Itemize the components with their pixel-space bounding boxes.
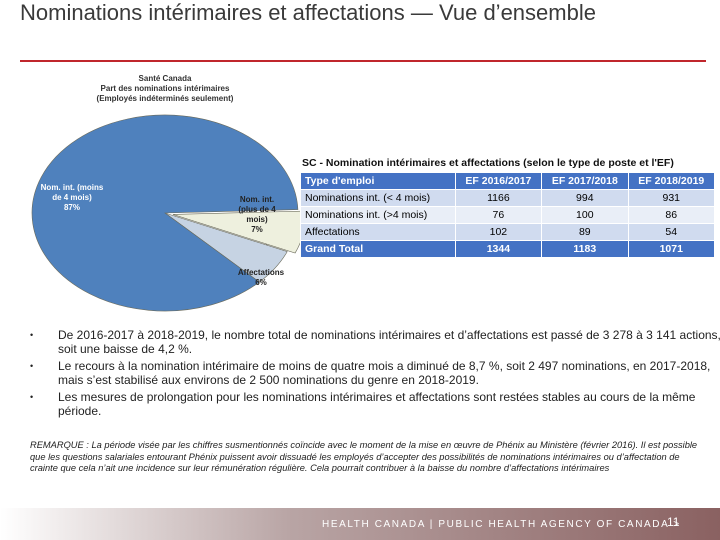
table-row: Grand Total 1344 1183 1071: [300, 240, 716, 258]
pie-heading: Santé Canada Part des nominations intéri…: [80, 74, 250, 104]
table-row: Nominations int. (>4 mois) 76 100 86: [300, 206, 716, 224]
bullet-list: De 2016-2017 à 2018-2019, le nombre tota…: [20, 328, 720, 421]
pie-chart: [31, 114, 307, 312]
table-cell: 89: [541, 223, 629, 241]
table-cell: Nominations int. (>4 mois): [300, 206, 456, 224]
bullet: De 2016-2017 à 2018-2019, le nombre tota…: [30, 328, 720, 356]
data-table: Type d'emploi EF 2016/2017 EF 2017/2018 EF …: [300, 172, 716, 258]
table-cell: 102: [454, 223, 543, 241]
page-number: 11: [667, 515, 680, 529]
pie-label: Affectations 6%: [226, 268, 296, 288]
table-cell: 994: [541, 189, 629, 207]
bullet: Les mesures de prolongation pour les nom…: [30, 390, 720, 418]
header-cell: EF 2016/2017: [454, 172, 543, 190]
slice-value: 87%: [63, 203, 80, 212]
table-cell: 100: [541, 206, 629, 224]
title-rule: [20, 60, 706, 62]
remark: REMARQUE : La période visée par les chif…: [30, 440, 698, 473]
pie-label: Nom. int. (plus de 4 mois) 7%: [230, 195, 284, 235]
slice-name: Nom. int. (moins de 4 mois): [40, 183, 104, 202]
header-cell: Type d'emploi: [300, 172, 456, 190]
table-cell: 76: [454, 206, 543, 224]
footer-text: HEALTH CANADA | PUBLIC HEALTH AGENCY OF …: [322, 519, 681, 530]
table-cell: 1183: [541, 240, 629, 258]
table-cell: 1344: [454, 240, 543, 258]
table-cell: 1166: [454, 189, 543, 207]
table-row: Affectations 102 89 54: [300, 223, 716, 241]
chart-note: (Employés indéterminés seulement): [96, 94, 234, 103]
table-title: SC - Nomination intérimaires et affectat…: [302, 157, 674, 169]
chart-subtitle: Part des nominations intérimaires: [100, 84, 230, 93]
header-row: Type d'emploi EF 2016/2017 EF 2017/2018 EF …: [300, 172, 716, 190]
header-cell: EF 2018/2019: [627, 172, 716, 190]
table-row: Nominations int. (< 4 mois) 1166 994 931: [300, 189, 716, 207]
table-cell: 54: [627, 223, 716, 241]
slice-value: 7%: [251, 225, 263, 234]
slice-value: 6%: [255, 278, 267, 287]
slide-title: Nominations intérimaires et affectations…: [20, 0, 596, 25]
table-cell: Nominations int. (< 4 mois): [300, 189, 456, 207]
bullet: Le recours à la nomination intérimaire d…: [30, 359, 720, 387]
pie-slice: [31, 114, 299, 312]
footer-bar: [0, 508, 720, 540]
table-cell: Affectations: [300, 223, 456, 241]
table-cell: 1071: [627, 240, 716, 258]
table-cell: Grand Total: [300, 240, 456, 258]
table-cell: 931: [627, 189, 716, 207]
header-cell: EF 2017/2018: [541, 172, 629, 190]
table-cell: 86: [627, 206, 716, 224]
chart-title: Santé Canada: [138, 74, 192, 83]
slice-name: Nom. int. (plus de 4 mois): [238, 195, 276, 224]
slice-name: Affectations: [237, 268, 285, 277]
pie-label: Nom. int. (moins de 4 mois) 87%: [40, 183, 104, 213]
